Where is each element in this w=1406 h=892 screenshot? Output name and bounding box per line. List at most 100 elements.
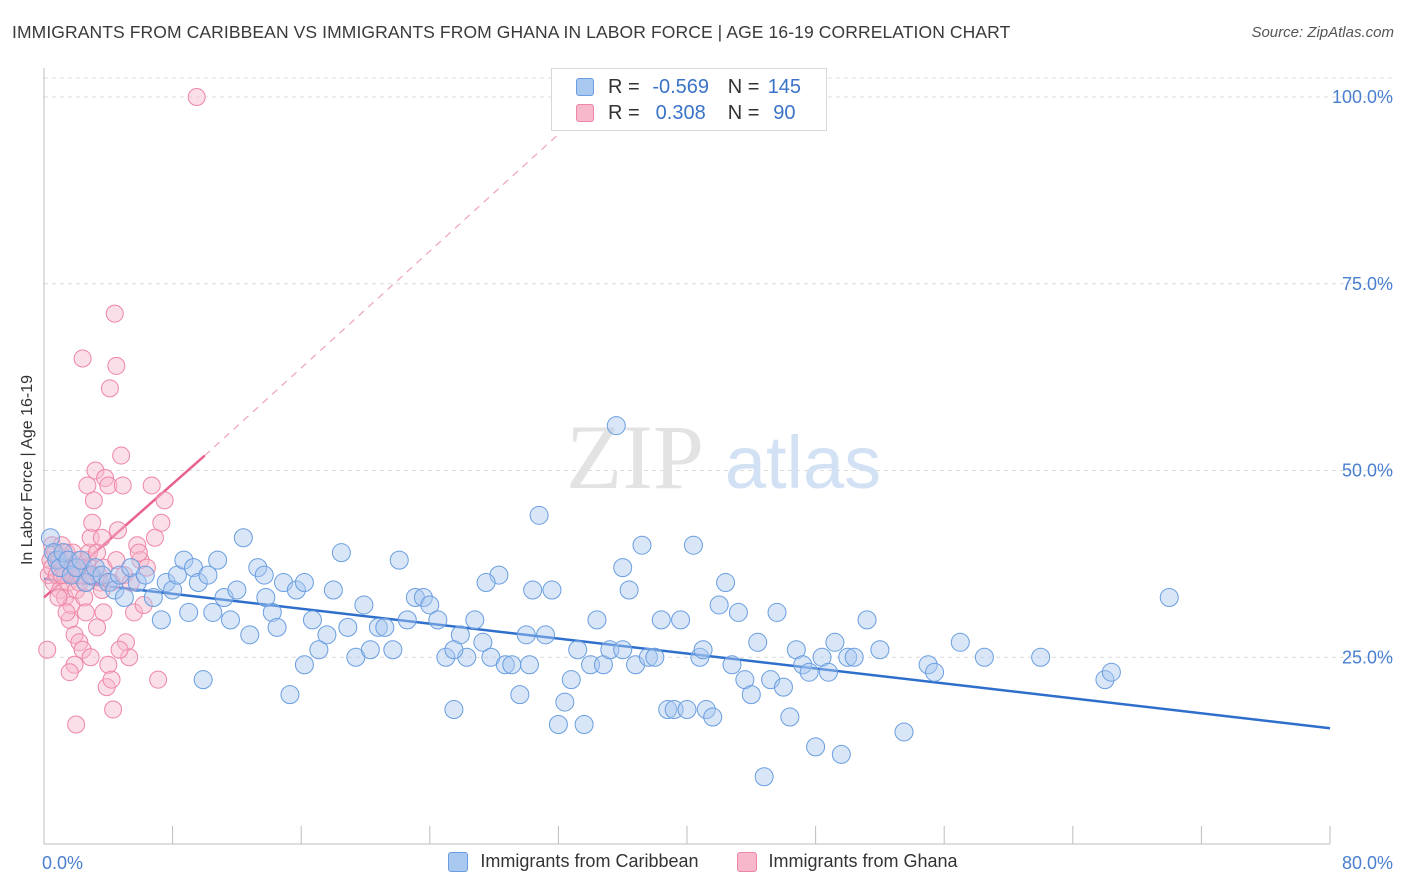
y-tick-label: 75.0%	[1342, 274, 1393, 294]
caribbean-point	[645, 647, 665, 667]
r-label: R =	[608, 101, 640, 124]
ghana-point	[112, 446, 131, 465]
caribbean-point	[831, 744, 851, 764]
ghana-point	[129, 543, 148, 562]
caribbean-point	[389, 550, 409, 570]
caribbean-point	[606, 416, 626, 436]
ghana-point	[134, 595, 153, 614]
caribbean-point	[105, 580, 125, 600]
caribbean-point	[561, 670, 581, 690]
caribbean-n-value: 145	[767, 75, 802, 98]
caribbean-point	[179, 602, 199, 622]
series-legend: Immigrants from Caribbean Immigrants fro…	[0, 851, 1406, 872]
caribbean-point	[950, 632, 970, 652]
caribbean-point	[696, 700, 716, 720]
tick-labels: 25.0% 50.0% 75.0% 100.0% 0.0% 80.0%	[42, 87, 1393, 873]
caribbean-point	[397, 610, 417, 630]
ghana-point	[67, 715, 86, 734]
caribbean-point	[203, 602, 223, 622]
caribbean-point	[1101, 662, 1121, 682]
ghana-point	[120, 648, 139, 667]
caribbean-point	[198, 565, 218, 585]
caribbean-point	[476, 573, 496, 593]
caribbean-points	[40, 416, 1179, 787]
ghana-legend-swatch	[736, 851, 757, 872]
caribbean-point	[338, 617, 358, 637]
caribbean-point	[413, 587, 433, 607]
caribbean-point	[510, 685, 530, 705]
ghana-point	[76, 603, 95, 622]
caribbean-point	[135, 565, 155, 585]
caribbean-point	[354, 595, 374, 615]
caribbean-point	[651, 610, 671, 630]
watermark-atlas: atlas	[725, 421, 881, 504]
caribbean-point	[375, 617, 395, 637]
caribbean-point	[294, 655, 314, 675]
caribbean-r-value: -0.569	[652, 75, 710, 98]
caribbean-point	[613, 640, 633, 660]
ghana-point	[128, 536, 147, 555]
caribbean-point	[632, 535, 652, 555]
caribbean-point	[294, 573, 314, 593]
caribbean-point	[529, 505, 549, 525]
caribbean-point	[444, 640, 464, 660]
ghana-n-value: 90	[773, 101, 796, 124]
y-tick-label: 50.0%	[1342, 461, 1393, 481]
caribbean-point	[473, 632, 493, 652]
correlation-legend: R = -0.569 N = 145 R = 0.308 N = 90	[551, 68, 827, 131]
caribbean-point	[143, 587, 163, 607]
caribbean-point	[722, 655, 742, 675]
caribbean-point	[536, 625, 556, 645]
caribbean-point	[50, 558, 70, 578]
caribbean-point	[127, 573, 147, 593]
caribbean-point	[240, 625, 260, 645]
ghana-point	[94, 603, 113, 622]
ghana-point	[125, 603, 144, 622]
ghana-points	[38, 88, 206, 734]
caribbean-point	[420, 595, 440, 615]
ghana-point	[92, 581, 111, 600]
caribbean-point	[220, 610, 240, 630]
caribbean-point	[619, 580, 639, 600]
ghana-point	[105, 304, 124, 323]
y-tick-label: 25.0%	[1342, 647, 1393, 667]
caribbean-point	[188, 573, 208, 593]
ghana-point	[107, 356, 126, 375]
ghana-point	[110, 640, 129, 659]
caribbean-point	[918, 655, 938, 675]
y-axis-title: In Labor Force | Age 16-19	[19, 374, 36, 566]
caribbean-point	[163, 580, 183, 600]
caribbean-point	[806, 737, 826, 757]
grid-lines	[44, 77, 1392, 658]
ghana-point	[187, 88, 206, 106]
legend-item-ghana: Immigrants from Ghana	[736, 851, 958, 872]
ghana-point	[113, 476, 132, 495]
caribbean-point	[317, 625, 337, 645]
caribbean-point	[174, 550, 194, 570]
caribbean-point	[857, 610, 877, 630]
caribbean-point	[227, 580, 247, 600]
caribbean-point	[280, 685, 300, 705]
caribbean-point	[638, 647, 658, 667]
source-credit: Source: ZipAtlas.com	[1251, 24, 1394, 41]
caribbean-swatch	[576, 78, 594, 96]
caribbean-point	[542, 580, 562, 600]
ghana-point	[137, 558, 156, 577]
ghana-point	[104, 700, 123, 719]
caribbean-point	[114, 587, 134, 607]
ghana-point	[88, 618, 107, 637]
caribbean-point	[728, 602, 748, 622]
caribbean-point	[767, 602, 787, 622]
caribbean-legend-swatch	[448, 851, 469, 872]
caribbean-point	[193, 670, 213, 690]
caribbean-point	[233, 528, 253, 548]
trend-lines	[43, 133, 1331, 730]
caribbean-trend-line	[43, 577, 1331, 730]
caribbean-point	[825, 632, 845, 652]
ghana-point	[108, 521, 127, 540]
caribbean-point	[613, 558, 633, 578]
caribbean-point	[523, 580, 543, 600]
ghana-point	[100, 379, 119, 398]
caribbean-point	[495, 655, 515, 675]
caribbean-point	[368, 617, 388, 637]
